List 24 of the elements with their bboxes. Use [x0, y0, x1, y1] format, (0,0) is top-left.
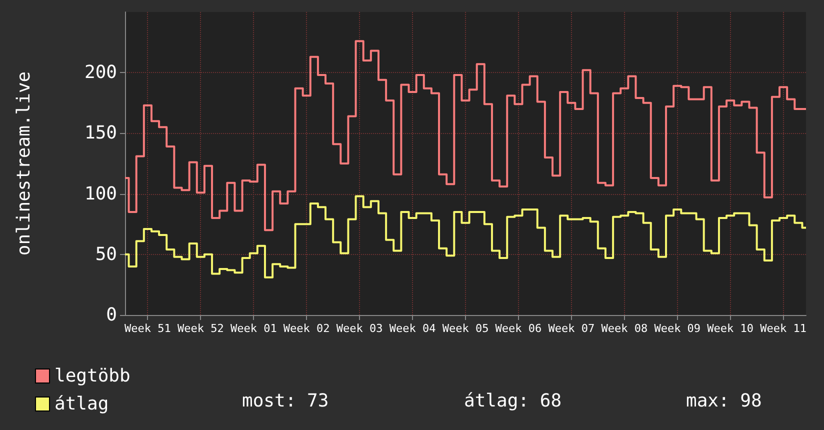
x-tick-label: Week 09: [654, 322, 701, 335]
x-tick-label: Week 52: [177, 322, 224, 335]
y-tick-label: 200: [84, 62, 117, 84]
y-axis-title: onlinestream.live: [14, 71, 34, 256]
y-tick-label: 150: [84, 122, 117, 144]
x-tick-label: Week 05: [442, 322, 489, 335]
x-tick-label: Week 07: [548, 322, 595, 335]
y-tick-label: 0: [106, 304, 117, 326]
x-tick-label: Week 08: [601, 322, 648, 335]
x-tick-label: Week 02: [283, 322, 330, 335]
y-tick-label: 50: [95, 244, 117, 265]
x-tick-label: Week 01: [230, 322, 277, 335]
x-tick-label: Week 04: [389, 322, 436, 335]
x-tick-label: Week 06: [495, 322, 542, 335]
x-tick-label: Week 03: [336, 322, 383, 335]
legend-label: átlag: [54, 394, 109, 414]
x-tick-label: Week 51: [124, 322, 171, 335]
y-tick-label: 100: [84, 183, 117, 204]
text: max: 98: [686, 390, 762, 412]
text: átlag: 68: [464, 390, 562, 412]
x-tick-label: Week 11: [760, 322, 806, 335]
text: most: 73: [242, 390, 329, 412]
x-tick-label: Week 10: [707, 322, 754, 335]
legend-label: legtöbb: [54, 366, 130, 386]
